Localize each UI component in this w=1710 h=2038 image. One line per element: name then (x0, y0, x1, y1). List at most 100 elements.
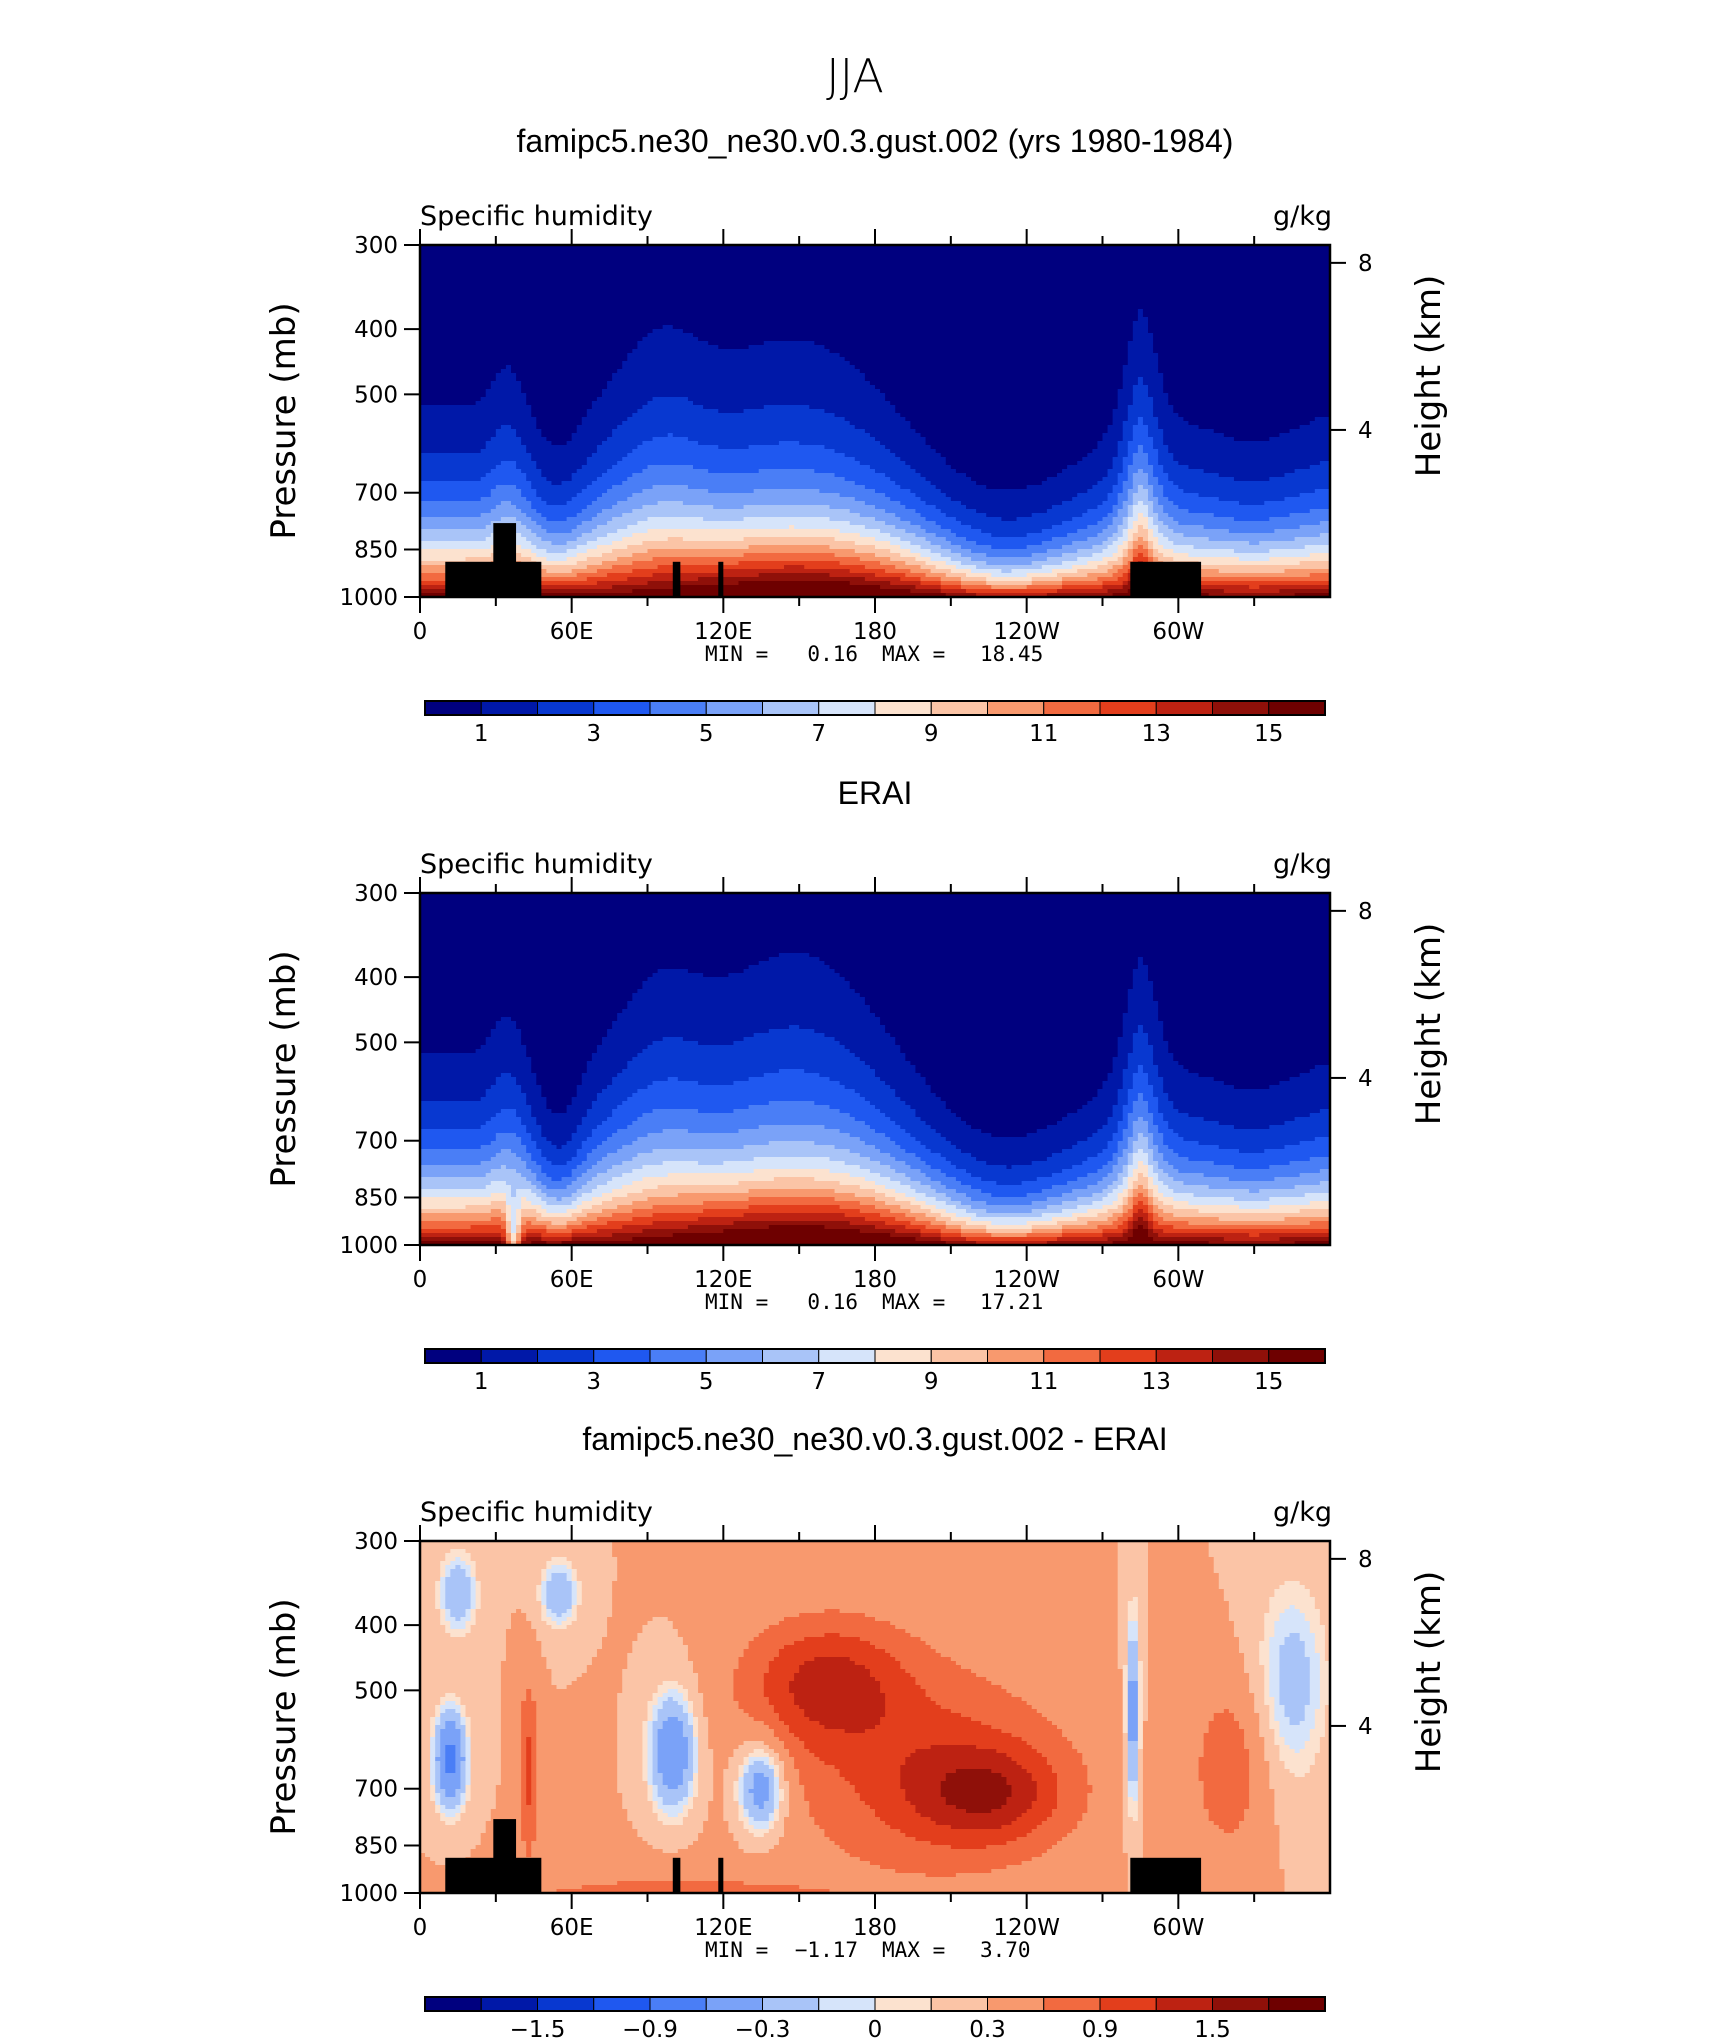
min-value: 0.16 (807, 642, 858, 666)
colorbar-label: 15 (1254, 1369, 1283, 1395)
colorbar-box (705, 1996, 763, 2012)
topography-mask (672, 1857, 681, 1893)
colorbar-box (818, 1348, 876, 1364)
units-label: g/kg (1273, 1497, 1332, 1528)
colorbar-box (930, 1348, 988, 1364)
colorbar-box (537, 700, 595, 716)
colorbar-box (762, 1348, 820, 1364)
height-tick-label: 4 (1358, 1714, 1373, 1740)
colorbar-box (480, 1348, 538, 1364)
colorbar-label: 0.9 (1082, 2017, 1119, 2038)
colorbar-label: 7 (811, 721, 826, 747)
colorbar: −1.5 −0.9 −0.3 0 0.3 0.9 1.5 (424, 1996, 1326, 2038)
pressure-tick-label: 500 (354, 382, 398, 408)
colorbar-label: 9 (924, 1369, 939, 1395)
pressure-tick-label: 700 (354, 1129, 398, 1155)
colorbar-box (424, 1348, 482, 1364)
longitude-tick-label: 0 (413, 1915, 428, 1941)
colorbar-box (649, 1996, 707, 2012)
colorbar-box (649, 700, 707, 716)
longitude-tick-label: 60W (1152, 1267, 1204, 1293)
colorbar-box (874, 700, 932, 716)
colorbar-label: 5 (699, 721, 714, 747)
colorbar-label: −0.9 (622, 2017, 678, 2038)
colorbar-box (1099, 1348, 1157, 1364)
colorbar-box (762, 1996, 820, 2012)
colorbar-box (649, 1348, 707, 1364)
figure-title: JJA (826, 49, 884, 103)
longitude-tick-label: 60W (1152, 1915, 1204, 1941)
max-value: 17.21 (980, 1290, 1043, 1314)
colorbar-label: 11 (1029, 1369, 1058, 1395)
pressure-tick-label: 700 (354, 1777, 398, 1803)
height-axis-title: Height (km) (1409, 1571, 1449, 1774)
longitude-tick-label: 60E (550, 1915, 594, 1941)
pressure-tick-label: 300 (354, 881, 398, 907)
panel-3: famipc5.ne30_ne30.v0.3.gust.002 - ERAI Sp… (264, 1421, 1449, 2038)
pressure-tick-label: 1000 (339, 585, 398, 611)
colorbar-label: 0.3 (969, 2017, 1006, 2038)
colorbar-box (987, 700, 1045, 716)
colorbar-box (874, 1996, 932, 2012)
min-label: MIN = (705, 1290, 768, 1314)
colorbar-label: 13 (1142, 721, 1171, 747)
colorbar-box (480, 1996, 538, 2012)
pressure-tick-label: 400 (354, 317, 398, 343)
colorbar-label: 3 (586, 1369, 601, 1395)
longitude-tick-label: 120E (694, 1915, 752, 1941)
contour-fill (420, 1541, 1330, 1893)
longitude-tick-label: 120W (993, 619, 1060, 645)
colorbar-box (1268, 1348, 1326, 1364)
max-label: MAX = (882, 1938, 945, 1962)
colorbar-box (987, 1348, 1045, 1364)
pressure-tick-label: 850 (354, 537, 398, 563)
colorbar-box (424, 1996, 482, 2012)
colorbar-box (424, 700, 482, 716)
colorbar-box (537, 1996, 595, 2012)
colorbar-label: 11 (1029, 721, 1058, 747)
longitude-tick-label: 120W (993, 1267, 1060, 1293)
colorbar-box (1043, 1348, 1101, 1364)
longitude-tick-label: 180 (853, 1267, 897, 1293)
longitude-tick-label: 180 (853, 619, 897, 645)
contour-fill (420, 893, 1330, 1245)
height-axis-title: Height (km) (1409, 275, 1449, 478)
colorbar-box (705, 700, 763, 716)
min-value: −1.17 (795, 1938, 858, 1962)
colorbar-label: −0.3 (735, 2017, 791, 2038)
topography-mask (718, 1857, 724, 1893)
colorbar-box (593, 1348, 651, 1364)
max-value: 3.70 (980, 1938, 1031, 1962)
colorbar-label: 9 (924, 721, 939, 747)
pressure-axis-title: Pressure (mb) (264, 950, 304, 1187)
colorbar-box (1099, 700, 1157, 716)
colorbar-label: 15 (1254, 721, 1283, 747)
colorbar-box (593, 1996, 651, 2012)
max-value: 18.45 (980, 642, 1043, 666)
pressure-tick-label: 1000 (339, 1881, 398, 1907)
colorbar-box (1212, 1996, 1270, 2012)
longitude-tick-label: 0 (413, 1267, 428, 1293)
colorbar-box (762, 700, 820, 716)
longitude-tick-label: 60E (550, 1267, 594, 1293)
min-label: MIN = (705, 1938, 768, 1962)
longitude-tick-label: 0 (413, 619, 428, 645)
topography-mask (672, 561, 681, 597)
units-label: g/kg (1273, 849, 1332, 880)
colorbar-box (930, 700, 988, 716)
topography-mask (493, 1819, 517, 1893)
colorbar-box (1155, 1348, 1213, 1364)
height-axis-title: Height (km) (1409, 923, 1449, 1126)
colorbar-box (537, 1348, 595, 1364)
longitude-tick-label: 120E (694, 1267, 752, 1293)
pressure-tick-label: 500 (354, 1678, 398, 1704)
colorbar-box (480, 700, 538, 716)
colorbar-label: −1.5 (510, 2017, 566, 2038)
height-tick-label: 8 (1358, 1547, 1373, 1573)
colorbar-label: 13 (1142, 1369, 1171, 1395)
colorbar-box (874, 1348, 932, 1364)
colorbar-box (593, 700, 651, 716)
colorbar: 1 3 5 7 9 11 13 15 (424, 1348, 1326, 1395)
longitude-tick-label: 120W (993, 1915, 1060, 1941)
variable-label: Specific humidity (420, 201, 653, 232)
